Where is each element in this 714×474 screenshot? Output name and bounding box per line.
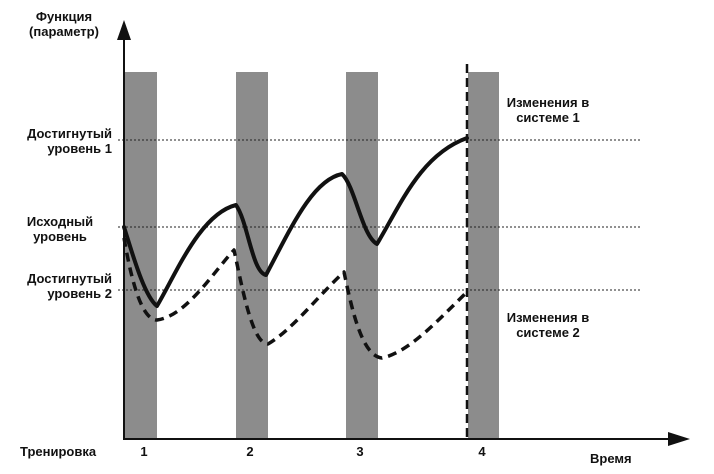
initial-level-label: Исходный уровень <box>14 215 106 243</box>
initial-level-label-line-2: уровень <box>33 229 87 244</box>
system-1-annotation-line-2: системе 1 <box>516 110 580 125</box>
training-bar-4 <box>468 72 499 438</box>
x-axis-arrow <box>668 432 690 446</box>
system-2-annotation: Изменения в системе 2 <box>500 311 596 339</box>
achieved-level-2-label-line-1: Достигнутый <box>27 271 112 286</box>
training-bar-1 <box>124 72 157 438</box>
system-1-curve <box>122 136 469 308</box>
training-bar-3 <box>346 72 378 438</box>
system-2-annotation-line-2: системе 2 <box>516 325 580 340</box>
system-1-annotation-line-1: Изменения в <box>506 95 590 110</box>
training-row-label: Тренировка <box>20 444 97 459</box>
achieved-level-2-label: Достигнутый уровень 2 <box>4 272 112 300</box>
achieved-level-1-label-line-1: Достигнутый <box>27 126 112 141</box>
achieved-level-2-label-line-2: уровень 2 <box>47 286 112 301</box>
y-axis-title-line-2: (параметр) <box>29 24 99 39</box>
y-axis-title-line-1: Функция <box>35 9 93 24</box>
achieved-level-1-label: Достигнутый уровень 1 <box>4 127 112 155</box>
system-1-annotation: Изменения в системе 1 <box>500 96 596 124</box>
training-number-4: 4 <box>478 444 486 459</box>
x-axis-title: Время <box>590 451 632 466</box>
achieved-level-1-label-line-2: уровень 1 <box>47 141 112 156</box>
training-number-3: 3 <box>356 444 364 459</box>
system-2-curve <box>122 237 469 360</box>
y-axis-arrow <box>117 20 131 40</box>
y-axis-title: Функция (параметр) <box>18 10 110 38</box>
system-2-annotation-line-1: Изменения в <box>506 310 590 325</box>
training-number-2: 2 <box>246 444 254 459</box>
training-number-1: 1 <box>140 444 148 459</box>
initial-level-label-line-1: Исходный <box>26 214 94 229</box>
